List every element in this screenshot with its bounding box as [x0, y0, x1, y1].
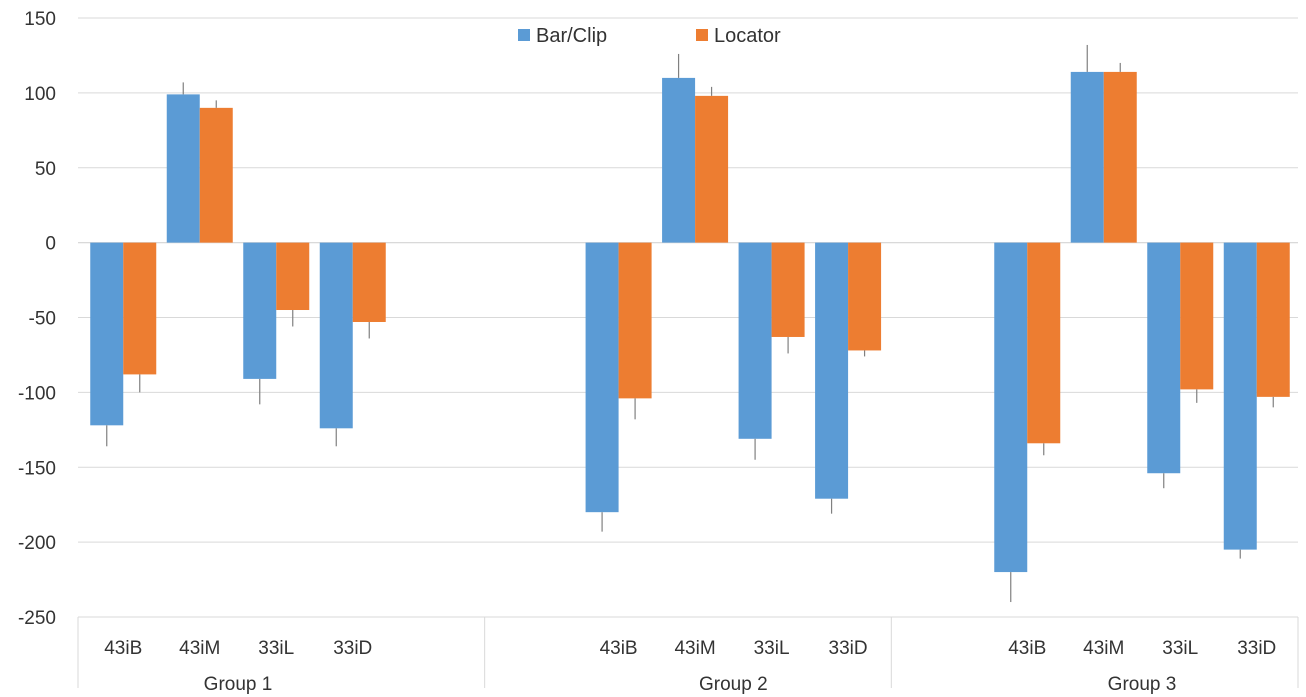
x-category-label: 33iL	[1162, 638, 1198, 659]
x-category-label: 43iM	[674, 638, 715, 659]
x-group-label: Group 3	[1108, 674, 1177, 695]
legend-swatch-bar-clip	[518, 29, 530, 41]
bar-bar-clip-3-43im	[1070, 71, 1104, 243]
x-category-label: 33iD	[829, 638, 868, 659]
bar-locator-3-43im	[1103, 71, 1137, 243]
bar-locator-2-33id	[848, 242, 882, 351]
x-axis: 43iB 43iM 33iL 33iD 43iB 43iM 33iL 33iD 43iB 43iM…	[77, 617, 1299, 695]
y-tick-label: -250	[18, 608, 56, 629]
bar-locator-3-33id	[1256, 242, 1290, 397]
bar-locator-3-43ib	[1027, 242, 1061, 444]
legend-label: Locator	[714, 25, 781, 47]
bar-bar-clip-1-33il	[243, 242, 277, 379]
x-category-label: 43iM	[1083, 638, 1124, 659]
bar-bar-clip-1-33id	[319, 242, 353, 429]
x-category-label: 33iL	[754, 638, 790, 659]
bar-bar-clip-3-33id	[1223, 242, 1257, 550]
bar-locator-2-43ib	[618, 242, 652, 399]
x-category-label: 43iM	[179, 638, 220, 659]
y-tick-label: 0	[45, 234, 56, 255]
bar-locator-2-33il	[771, 242, 805, 337]
bars	[90, 71, 1290, 573]
y-tick-label: -50	[29, 309, 56, 330]
x-category-label: 33iD	[1237, 638, 1276, 659]
y-tick-label: -150	[18, 458, 56, 479]
bar-bar-clip-2-43im	[662, 77, 696, 243]
bar-locator-2-43im	[695, 95, 729, 243]
legend-swatch-locator	[696, 29, 708, 41]
y-tick-label: 100	[24, 84, 56, 105]
y-tick-label: 50	[35, 159, 56, 180]
legend-label: Bar/Clip	[536, 25, 607, 47]
legend: Bar/Clip Locator	[518, 25, 781, 47]
bar-locator-1-43im	[199, 107, 233, 243]
bar-bar-clip-3-43ib	[994, 242, 1028, 573]
bar-bar-clip-2-43ib	[585, 242, 619, 513]
bar-bar-clip-2-33il	[738, 242, 772, 439]
y-tick-label: -200	[18, 533, 56, 554]
x-category-label: 43iB	[600, 638, 638, 659]
x-category-label: 43iB	[1008, 638, 1046, 659]
bar-locator-3-33il	[1180, 242, 1214, 390]
bar-bar-clip-1-43im	[166, 94, 200, 243]
y-axis-ticks: 150 100 50 0 -50 -100 -150 -200 -250	[18, 9, 56, 629]
bar-locator-1-33il	[276, 242, 310, 311]
x-category-label: 33iL	[258, 638, 294, 659]
bar-locator-1-33id	[352, 242, 386, 322]
bar-locator-1-43ib	[123, 242, 157, 375]
x-group-label: Group 1	[204, 674, 273, 695]
x-category-label: 33iD	[333, 638, 372, 659]
y-tick-label: -100	[18, 383, 56, 404]
error-bars	[106, 44, 1274, 603]
x-category-label: 43iB	[104, 638, 142, 659]
bar-bar-clip-2-33id	[815, 242, 849, 499]
x-group-label: Group 2	[699, 674, 768, 695]
bar-bar-clip-1-43ib	[90, 242, 124, 426]
bar-bar-clip-3-33il	[1147, 242, 1181, 474]
y-tick-label: 150	[24, 9, 56, 30]
